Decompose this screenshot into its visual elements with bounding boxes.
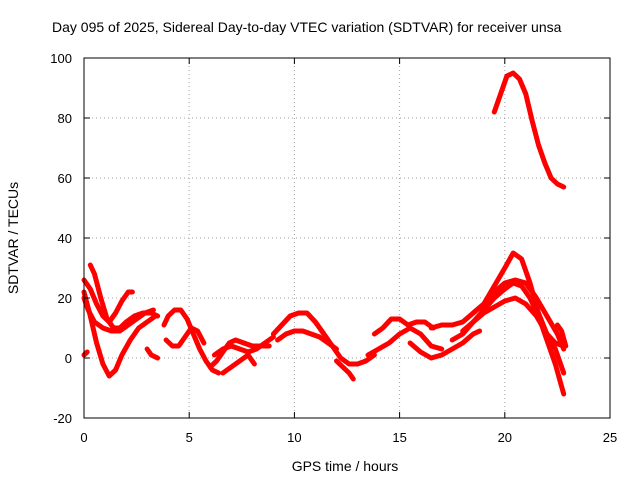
y-tick-label: 0 — [65, 351, 72, 366]
x-tick-label: 0 — [80, 430, 87, 445]
x-tick-label: 20 — [498, 430, 512, 445]
y-tick-label: 80 — [58, 111, 72, 126]
series-line-s11 — [220, 352, 257, 376]
x-axis-label: GPS time / hours — [292, 458, 399, 474]
x-tick-label: 10 — [287, 430, 301, 445]
y-tick-label: 60 — [58, 171, 72, 186]
y-tick-label: 100 — [50, 51, 72, 66]
x-tick-label: 5 — [186, 430, 193, 445]
y-tick-label: 20 — [58, 291, 72, 306]
x-tick-labels: 0 5 10 15 20 25 — [80, 430, 617, 445]
y-axis-label: SDTVAR / TECUs — [5, 182, 21, 294]
series-line-s17 — [407, 328, 483, 361]
y-tick-labels: -20 0 20 40 60 80 100 — [50, 51, 72, 426]
series-line-s15 — [365, 325, 445, 358]
series-line-s16 — [371, 316, 436, 337]
series-line-s14 — [334, 358, 356, 382]
series-line-s8 — [163, 325, 207, 349]
series-line-s23 — [491, 70, 567, 190]
series-line-s10 — [211, 334, 276, 358]
y-tick-label: 40 — [58, 231, 72, 246]
series-group — [81, 70, 569, 397]
series-line-s5 — [81, 349, 90, 358]
series-line-s4 — [81, 295, 156, 334]
series-line-s2 — [81, 289, 158, 379]
series-line-s20 — [460, 295, 567, 376]
series-line-s6 — [144, 346, 161, 361]
series-line-s21 — [470, 277, 567, 352]
x-tick-label: 15 — [392, 430, 406, 445]
axis-ticks — [83, 57, 611, 419]
series-line-s22 — [554, 322, 569, 349]
y-tick-label: -20 — [53, 411, 72, 426]
grid-lines — [84, 58, 610, 418]
series-line-s12 — [270, 310, 377, 367]
series-line-s13 — [275, 328, 339, 352]
chart-title: Day 095 of 2025, Sidereal Day-to-day VTE… — [52, 19, 562, 35]
x-tick-label: 25 — [603, 430, 617, 445]
